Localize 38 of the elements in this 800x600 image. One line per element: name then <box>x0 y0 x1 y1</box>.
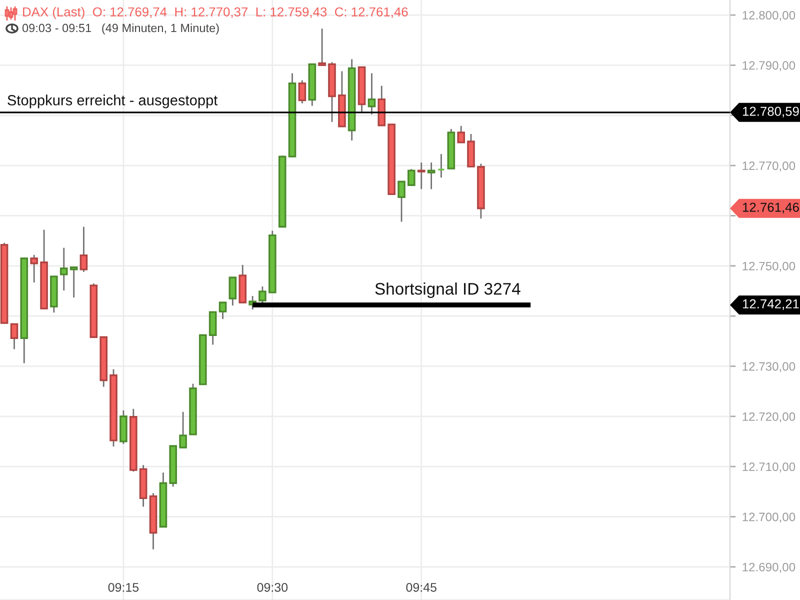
y-tick-label: 12.710,00 <box>742 462 796 472</box>
candlestick <box>408 168 416 186</box>
candlestick <box>457 125 466 144</box>
text: DAX (Last) O: 12.769,74 H: 12.770,37 L: 12.759,43 C: 12.761,46 <box>23 6 408 20</box>
x-tick-label: 09:30 <box>257 582 288 592</box>
candlestick <box>179 411 187 448</box>
y-tick-label: 12.790,00 <box>742 61 796 72</box>
y-tick-label: 12.690,00 <box>742 562 796 573</box>
x-tick-label: 09:45 <box>406 582 436 592</box>
candlestick <box>208 311 217 346</box>
ref-line-label: Stoppkurs erreicht - ausgestoppt <box>8 94 218 108</box>
candlestick <box>258 286 266 304</box>
y-tick-label: 12.770,00 <box>742 161 796 172</box>
candlestick <box>427 162 436 190</box>
candlestick <box>318 28 326 66</box>
candlestick <box>368 72 376 116</box>
x-tick-label: 09:15 <box>108 582 139 592</box>
text: 12.761,46 <box>742 202 799 214</box>
candlestick <box>398 180 406 222</box>
candlestick <box>417 162 426 190</box>
y-tick-label: 12.720,00 <box>742 412 796 422</box>
candlestick <box>70 266 78 298</box>
text: 09:03 - 09:51 (49 Minuten, 1 Minute) <box>22 24 219 34</box>
y-tick-label: 12.750,00 <box>742 262 796 272</box>
candlestick <box>10 322 18 350</box>
y-tick-label: 12.730,00 <box>742 362 796 372</box>
text: 12.742,21 <box>742 299 799 310</box>
candlestick <box>228 276 237 306</box>
candlestick <box>437 153 446 178</box>
candlestick <box>80 226 88 273</box>
candlestick <box>218 302 227 320</box>
candlestick <box>60 247 68 292</box>
candlestick <box>298 80 306 104</box>
candlestick <box>30 254 38 284</box>
y-tick-label: 12.700,00 <box>742 512 796 523</box>
series-label: Shortsignal ID 3274 <box>375 282 520 298</box>
text: 12.780,59 <box>742 106 799 118</box>
y-tick-label: 12.800,00 <box>742 10 796 21</box>
